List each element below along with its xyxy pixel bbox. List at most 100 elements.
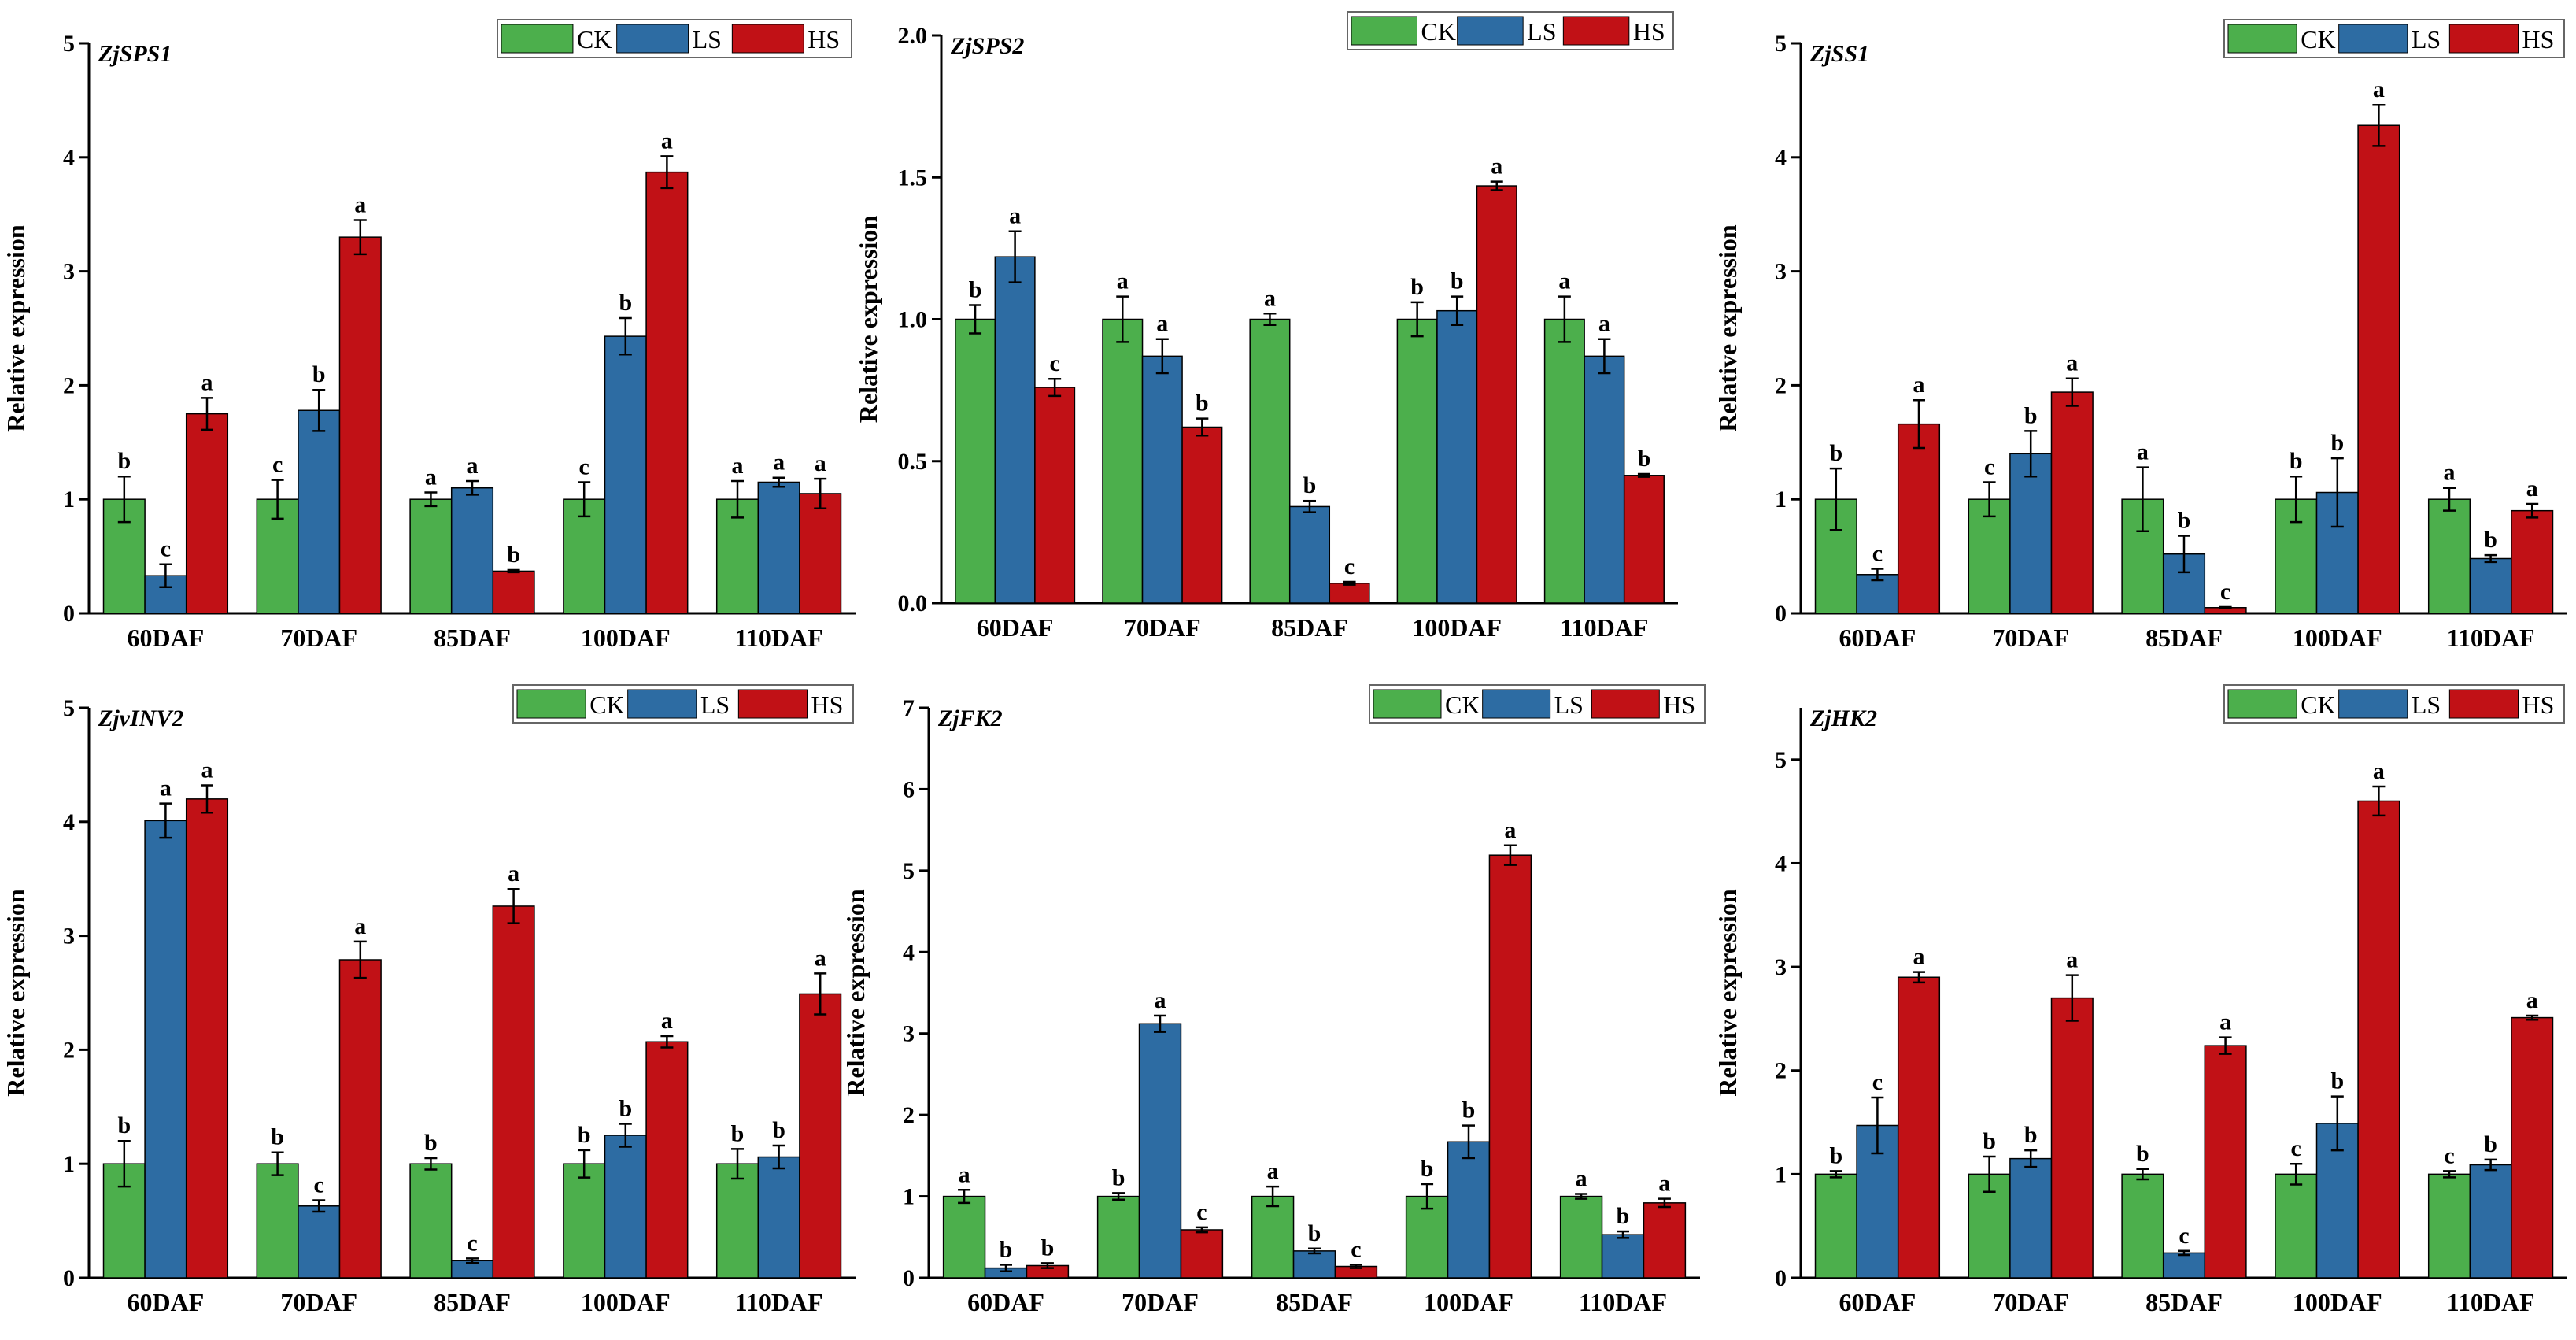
bar-LS-110DAF (2469, 557, 2512, 614)
significance-label: a (1504, 817, 1516, 843)
bar-HS-60DAF (1897, 976, 1941, 1279)
significance-label: a (1264, 285, 1276, 311)
x-category-label: 70DAF (1124, 613, 1201, 642)
legend-swatch-CK (501, 24, 574, 54)
significance-label: a (508, 861, 519, 887)
bar-LS-85DAF (2162, 553, 2206, 614)
bar-LS-70DAF (298, 409, 341, 614)
bar-CK-100DAF (1396, 318, 1438, 604)
significance-label: b (271, 1124, 284, 1150)
significance-label: b (424, 1130, 438, 1156)
y-axis-title: Relative expression (841, 889, 870, 1097)
legend-label-CK: CK (2301, 25, 2335, 54)
legend: CK LS HS (1369, 684, 1706, 724)
x-category-label: 70DAF (280, 624, 357, 652)
y-tick-label: 2 (63, 372, 75, 398)
significance-label: b (1041, 1235, 1055, 1260)
x-category-label: 110DAF (2447, 624, 2535, 652)
panel-title: ZjvINV2 (98, 705, 183, 731)
legend-label-LS: LS (2412, 25, 2441, 54)
significance-label: b (1829, 1142, 1842, 1168)
x-category-label: 85DAF (434, 624, 511, 652)
legend: CK LS HS (2223, 684, 2565, 724)
legend-label-CK: CK (2301, 690, 2335, 719)
bar-CK-85DAF (2121, 1173, 2164, 1279)
bar-HS-85DAF (492, 570, 535, 614)
significance-label: a (1913, 944, 1924, 970)
bar-HS-70DAF (338, 959, 382, 1279)
legend-swatch-HS (737, 689, 808, 719)
significance-label: b (1303, 472, 1317, 498)
x-category-label: 85DAF (2145, 1288, 2223, 1316)
significance-label: a (2137, 439, 2149, 465)
y-tick-label: 7 (903, 695, 915, 721)
x-category-label: 85DAF (2145, 624, 2223, 652)
significance-label: a (1658, 1171, 1670, 1197)
significance-label: c (2291, 1135, 2301, 1161)
y-tick-label: 0 (903, 1265, 915, 1291)
bar-CK-85DAF (1249, 318, 1291, 604)
bar-LS-110DAF (1601, 1234, 1645, 1279)
significance-label: a (1598, 311, 1610, 337)
legend-label-LS: LS (1554, 690, 1584, 719)
chart-panel-ZjSPS1: 0 1 2 3 4 5 Relative expression ZjSPS1 b c a 60DAF c… (2, 19, 856, 652)
y-tick-label: 5 (63, 695, 75, 721)
significance-label: a (661, 1008, 673, 1034)
significance-label: b (2484, 1131, 2497, 1157)
y-tick-label: 4 (1775, 145, 1787, 171)
significance-label: b (1617, 1203, 1630, 1229)
bar-LS-110DAF (757, 481, 800, 614)
significance-label: c (467, 1230, 477, 1256)
y-tick-label: 1.0 (898, 307, 928, 333)
legend-swatch-HS (731, 24, 804, 54)
legend-swatch-CK (2227, 24, 2297, 54)
y-tick-label: 0 (63, 1265, 75, 1291)
significance-label: c (579, 453, 589, 479)
y-tick-label: 1 (1775, 1161, 1787, 1187)
y-tick-label: 5 (1775, 31, 1787, 57)
significance-label: a (2373, 76, 2385, 102)
significance-label: b (1983, 1128, 1996, 1154)
bar-CK-100DAF (563, 498, 606, 614)
bar-HS-60DAF (185, 798, 229, 1279)
significance-label: b (1308, 1220, 1321, 1246)
significance-label: a (2373, 758, 2385, 784)
legend-swatch-LS (616, 24, 689, 54)
bar-HS-100DAF (1476, 185, 1517, 604)
bar-CK-110DAF (2427, 498, 2471, 614)
bar-HS-100DAF (645, 171, 689, 614)
bar-LS-70DAF (2009, 453, 2053, 614)
significance-label: b (312, 361, 326, 387)
y-axis-title: Relative expression (1713, 224, 1742, 432)
y-tick-label: 6 (903, 776, 915, 802)
legend-swatch-CK (2227, 689, 2297, 719)
legend-label-HS: HS (1663, 690, 1695, 719)
x-category-label: 100DAF (581, 1288, 671, 1316)
y-tick-label: 3 (903, 1021, 915, 1047)
chart-panel-ZjSPS2: 0.0 0.5 1.0 1.5 2.0 Relative expression ZjSPS2… (854, 11, 1678, 642)
legend-label-HS: HS (2522, 25, 2555, 54)
bar-LS-70DAF (1141, 355, 1183, 604)
significance-label: b (2484, 527, 2497, 553)
significance-label: a (661, 128, 673, 154)
x-category-label: 70DAF (1122, 1288, 1199, 1316)
bar-LS-85DAF (2162, 1252, 2206, 1279)
x-category-label: 110DAF (735, 624, 823, 652)
y-tick-label: 5 (1775, 747, 1787, 773)
bar-HS-110DAF (2511, 509, 2554, 614)
bar-HS-100DAF (2357, 800, 2400, 1279)
significance-label: a (2066, 350, 2078, 376)
bar-HS-110DAF (2511, 1016, 2554, 1279)
x-category-label: 110DAF (1579, 1288, 1667, 1316)
bar-CK-60DAF (1814, 1173, 1857, 1279)
x-category-label: 110DAF (735, 1288, 823, 1316)
significance-label: b (1462, 1098, 1476, 1123)
y-tick-label: 0 (63, 601, 75, 627)
legend-swatch-HS (2448, 689, 2519, 719)
bar-LS-110DAF (1584, 355, 1625, 604)
significance-label: a (1913, 372, 1924, 398)
y-tick-label: 4 (63, 145, 75, 171)
significance-label: a (160, 775, 172, 801)
significance-label: b (2024, 1122, 2038, 1148)
chart-panel-ZjSS1: 0 1 2 3 4 5 Relative expression ZjSS1 b c a 60DAF c b… (1713, 19, 2567, 652)
